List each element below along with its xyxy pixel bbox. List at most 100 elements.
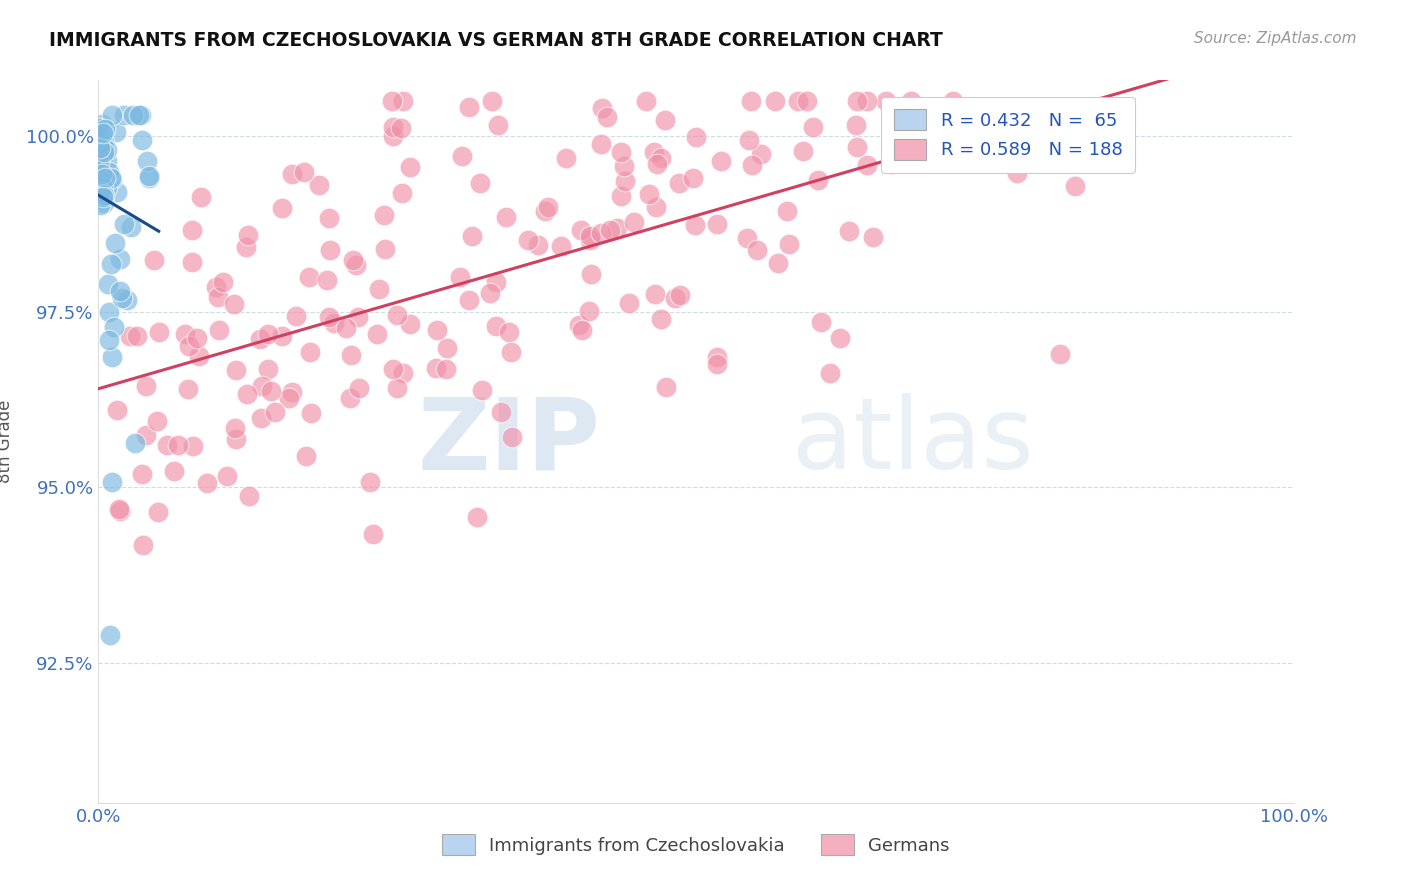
- Point: [89, 184, 111, 198]
- Point: [101, 108, 124, 122]
- Point: [96, 143, 118, 157]
- Point: [91, 190, 114, 204]
- Point: [167, 437, 190, 451]
- Point: [844, 119, 866, 133]
- Point: [190, 190, 212, 204]
- Point: [100, 257, 122, 271]
- Point: [617, 295, 640, 310]
- Point: [499, 345, 522, 359]
- Point: [740, 95, 762, 109]
- Point: [89, 187, 111, 202]
- Point: [706, 218, 728, 232]
- Point: [612, 159, 634, 173]
- Point: [485, 275, 508, 289]
- Point: [294, 450, 316, 464]
- Point: [121, 108, 143, 122]
- Point: [471, 383, 494, 397]
- Point: [281, 384, 304, 399]
- Point: [339, 391, 361, 405]
- Point: [807, 173, 830, 187]
- Point: [217, 469, 239, 483]
- Point: [589, 226, 612, 240]
- Point: [342, 252, 364, 267]
- Point: [381, 129, 404, 144]
- Point: [654, 112, 676, 127]
- Point: [738, 133, 761, 147]
- Point: [90, 179, 112, 194]
- Point: [319, 243, 342, 257]
- Point: [436, 341, 458, 355]
- Point: [610, 189, 633, 203]
- Point: [143, 252, 166, 267]
- Point: [138, 169, 160, 184]
- Point: [735, 231, 758, 245]
- Point: [308, 178, 330, 192]
- Point: [745, 243, 768, 257]
- Point: [235, 240, 257, 254]
- Point: [96, 154, 118, 169]
- Point: [105, 185, 128, 199]
- Point: [104, 236, 127, 251]
- Point: [90, 179, 112, 194]
- Point: [775, 204, 797, 219]
- Point: [392, 95, 415, 109]
- Point: [89, 141, 111, 155]
- Point: [856, 95, 879, 109]
- Point: [830, 331, 852, 345]
- Point: [238, 489, 260, 503]
- Point: [208, 323, 231, 337]
- Y-axis label: 8th Grade: 8th Grade: [0, 400, 14, 483]
- Point: [131, 467, 153, 481]
- Point: [138, 170, 160, 185]
- Point: [97, 277, 120, 291]
- Point: [146, 414, 169, 428]
- Point: [426, 323, 449, 337]
- Point: [706, 350, 728, 364]
- Point: [856, 158, 879, 172]
- Point: [100, 172, 122, 186]
- Point: [786, 95, 808, 109]
- Point: [623, 215, 645, 229]
- Point: [846, 95, 869, 109]
- Point: [89, 150, 111, 164]
- Point: [281, 167, 304, 181]
- Point: [638, 187, 661, 202]
- Point: [470, 176, 492, 190]
- Point: [478, 285, 501, 300]
- Point: [768, 255, 790, 269]
- Point: [710, 154, 733, 169]
- Point: [361, 527, 384, 541]
- Point: [87, 156, 110, 170]
- Point: [97, 333, 120, 347]
- Point: [810, 315, 832, 329]
- Point: [481, 95, 503, 109]
- Point: [796, 95, 818, 109]
- Point: [135, 378, 157, 392]
- Point: [778, 237, 800, 252]
- Point: [108, 504, 131, 518]
- Legend: Immigrants from Czechoslovakia, Germans: Immigrants from Czechoslovakia, Germans: [436, 827, 956, 863]
- Point: [103, 319, 125, 334]
- Point: [108, 501, 131, 516]
- Point: [846, 139, 869, 153]
- Point: [495, 211, 517, 225]
- Point: [818, 366, 841, 380]
- Point: [90, 117, 112, 131]
- Point: [323, 316, 346, 330]
- Text: ZIP: ZIP: [418, 393, 600, 490]
- Point: [373, 208, 395, 222]
- Point: [93, 145, 115, 160]
- Point: [187, 349, 209, 363]
- Point: [366, 326, 388, 341]
- Point: [347, 310, 370, 325]
- Point: [434, 362, 457, 376]
- Point: [162, 464, 184, 478]
- Point: [156, 438, 179, 452]
- Text: Source: ZipAtlas.com: Source: ZipAtlas.com: [1194, 31, 1357, 46]
- Point: [763, 95, 786, 109]
- Point: [132, 538, 155, 552]
- Point: [174, 326, 197, 341]
- Point: [461, 229, 484, 244]
- Point: [278, 391, 301, 405]
- Point: [589, 136, 612, 151]
